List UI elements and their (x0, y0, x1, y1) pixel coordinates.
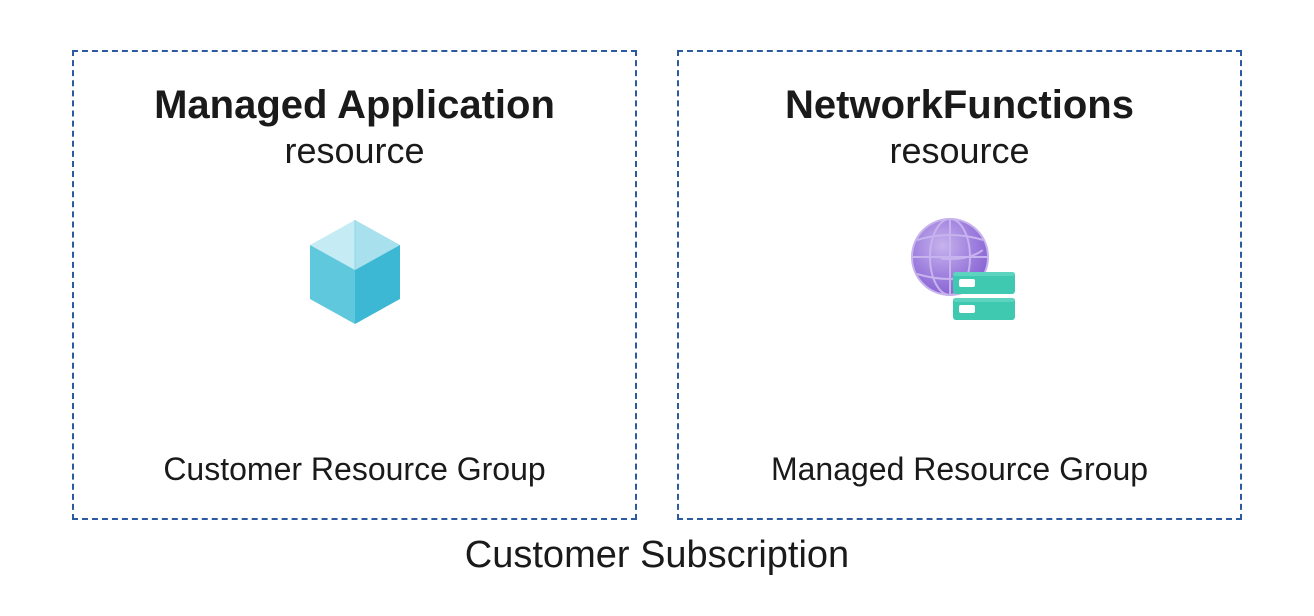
box-subtitle: resource (284, 130, 424, 172)
boxes-row: Managed Application resource Customer Re… (72, 50, 1242, 520)
box-network-functions: NetworkFunctions resource (677, 50, 1242, 520)
box-subtitle: resource (889, 130, 1029, 172)
globe-servers-icon (895, 212, 1025, 332)
diagram-container: Managed Application resource Customer Re… (0, 0, 1314, 577)
box-footer: Customer Resource Group (163, 451, 545, 488)
box-footer: Managed Resource Group (771, 451, 1148, 488)
box-managed-application: Managed Application resource Customer Re… (72, 50, 637, 520)
box-title: Managed Application (154, 82, 555, 128)
diagram-caption: Customer Subscription (465, 534, 849, 577)
box-title: NetworkFunctions (785, 82, 1134, 128)
cube-icon (300, 212, 410, 332)
